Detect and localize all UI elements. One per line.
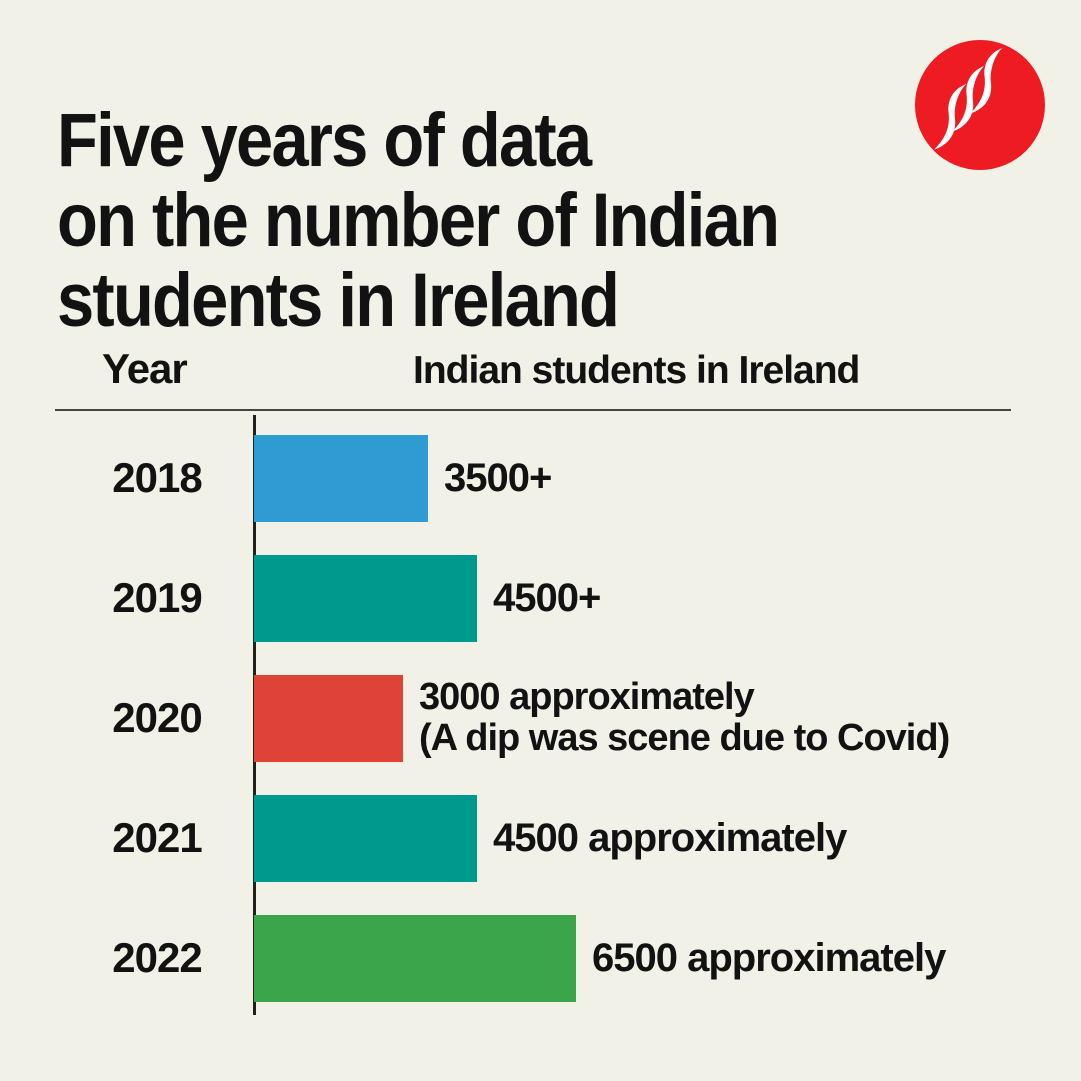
table-row: 2020 3000 approximately (A dip was scene d… <box>60 658 1021 778</box>
column-header-year: Year <box>102 345 188 392</box>
year-label-2020: 2020 <box>112 694 202 741</box>
indian-express-logo-icon <box>915 40 1045 170</box>
bar-2019 <box>254 554 477 642</box>
table-row: 2019 4500+ <box>60 538 1021 658</box>
year-label-2021: 2021 <box>112 814 202 861</box>
table-row: 2018 3500+ <box>60 418 1021 538</box>
header-rule <box>55 409 1011 411</box>
bar-2020 <box>254 674 403 762</box>
year-label-2019: 2019 <box>112 574 202 621</box>
table-row: 2022 6500 approximately <box>60 898 1021 1018</box>
title-line-2: on the number of Indian <box>57 177 780 263</box>
title-line-1: Five years of data <box>57 97 592 183</box>
year-label-2022: 2022 <box>112 934 202 981</box>
page-title: Five years of data on the number of Indi… <box>57 97 877 343</box>
value-label-2018: 3500+ <box>444 456 552 500</box>
value-label-2021: 4500 approximately <box>493 816 847 860</box>
column-header-students: Indian students in Ireland <box>413 349 860 392</box>
value-label-2022: 6500 approximately <box>592 936 946 980</box>
indian-express-logo <box>915 40 1045 170</box>
year-label-2018: 2018 <box>112 454 202 501</box>
title-line-3: students in Ireland <box>57 257 620 343</box>
table-row: 2021 4500 approximately <box>60 778 1021 898</box>
value-label-2019: 4500+ <box>493 576 601 620</box>
bar-2018 <box>254 434 428 522</box>
chart-rows: 2018 3500+ 2019 4500+ 2020 3000 approximately… <box>60 418 1021 1018</box>
bar-2022 <box>254 914 576 1002</box>
bar-2021 <box>254 794 477 882</box>
value-label-2020: 3000 approximately (A dip was scene due t… <box>419 676 950 759</box>
